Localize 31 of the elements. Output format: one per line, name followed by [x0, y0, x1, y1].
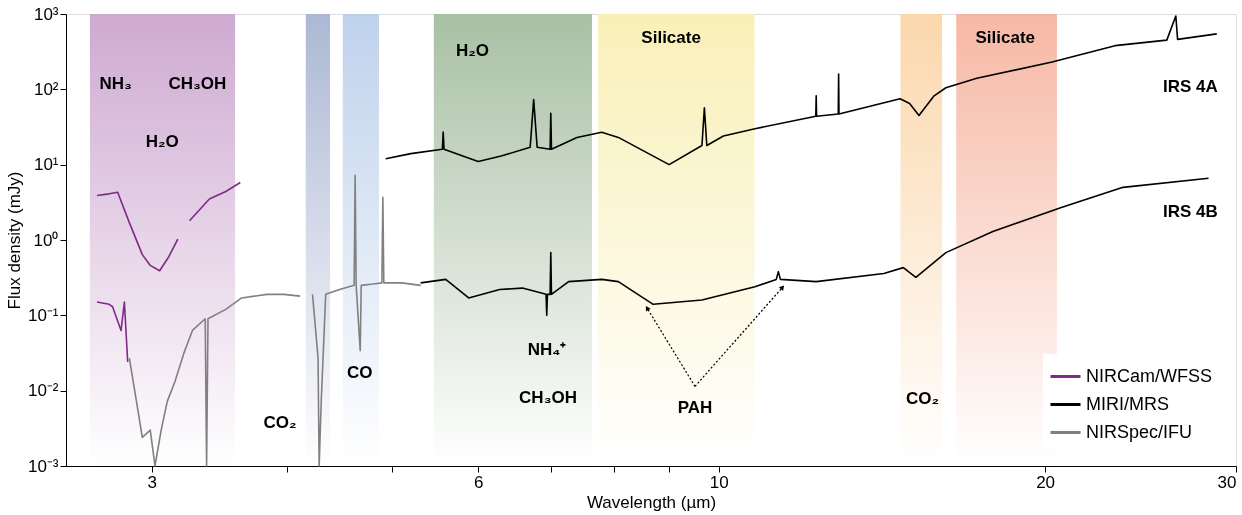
x-tick-label: 3 — [147, 472, 158, 492]
y-tick-label: 10⁻² — [27, 381, 59, 401]
annotation: CO — [346, 363, 373, 383]
annotation: H₂O — [456, 40, 490, 60]
annotation: CH₃OH — [519, 388, 577, 408]
annotation: Silicate — [975, 27, 1036, 47]
annotation: NH₄⁺ — [527, 340, 567, 360]
x-tick-label: 30 — [1217, 472, 1237, 492]
annotation: CH₃OH — [168, 73, 227, 93]
y-tick-label: 10⁻¹ — [27, 305, 59, 325]
annotation: H₂O — [145, 132, 179, 152]
y-tick-label: 10³ — [33, 4, 59, 24]
x-tick-label: 20 — [1036, 472, 1056, 492]
legend-label: MIRI/MRS — [1086, 393, 1169, 414]
annotation: NH₃ — [99, 73, 132, 93]
annotation: IRS 4A — [1162, 76, 1218, 96]
y-tick-label: 10¹ — [33, 155, 59, 175]
annotation: CO₂ — [263, 413, 297, 433]
y-axis-title: Flux density (mJy) — [4, 171, 24, 310]
y-tick-label: 10⁰ — [33, 230, 59, 250]
annotation: IRS 4B — [1162, 201, 1218, 221]
x-tick-label: 6 — [473, 472, 484, 492]
annotation: PAH — [677, 398, 713, 418]
x-tick-label: 10 — [709, 472, 729, 492]
annotation: CO₂ — [905, 389, 939, 409]
legend-label: NIRCam/WFSS — [1086, 365, 1212, 386]
y-tick-label: 10² — [33, 79, 59, 99]
x-axis-title: Wavelength (µm) — [586, 492, 717, 512]
y-tick-label: 10⁻³ — [27, 456, 59, 476]
legend-label: NIRSpec/IFU — [1086, 421, 1193, 442]
annotation: Silicate — [641, 27, 701, 47]
